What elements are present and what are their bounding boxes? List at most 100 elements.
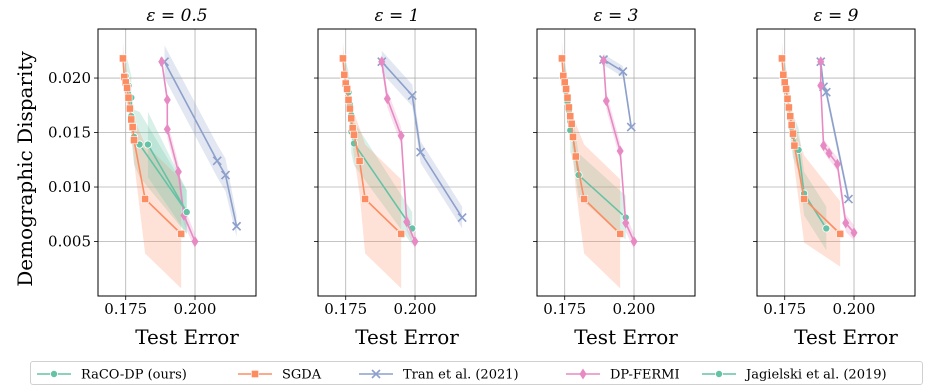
data-point [232,221,242,231]
legend-label: RaCO-DP (ours) [81,368,187,383]
legend-label: Jagielski et al. (2019) [744,368,887,383]
y-tick-label: 0.010 [48,178,91,196]
series-line [147,144,188,213]
data-point [842,217,850,229]
data-point [415,147,426,157]
data-point [564,103,573,112]
data-point [820,140,828,152]
data-point [558,54,566,63]
data-point [119,54,127,63]
data-point [602,95,610,107]
legend-item: Jagielski et al. (2019) [702,368,887,383]
data-point [220,170,231,180]
data-point [563,93,572,102]
data-point [616,145,624,157]
confidence-band [342,42,402,289]
data-point [125,104,134,113]
data-point [340,70,349,79]
data-point [163,94,171,106]
confidence-band [561,42,621,289]
x-tick-label: 0.200 [833,300,876,318]
series-line [819,61,850,200]
data-point [397,130,405,142]
data-point [339,54,347,63]
data-point [378,56,386,68]
confidence-band [345,61,413,245]
data-point [850,227,858,239]
y-axis-title: Demographic Disparity [13,51,37,287]
data-point [784,103,793,112]
data-point [158,56,166,68]
confidence-band [564,61,626,240]
data-point [825,147,833,159]
x-tick-label: 0.175 [104,300,147,318]
data-point [163,123,171,135]
data-point [566,112,575,121]
data-point [836,229,845,238]
data-point [618,66,628,77]
data-point [127,115,136,124]
legend-svg: RaCO-DP (ours) SGDA Tran et al. (2021) DP-F… [37,368,887,383]
data-point [350,130,358,139]
panel-frame [536,28,696,297]
legend-item: Tran et al. (2021) [359,368,519,383]
data-point [143,140,152,149]
data-point [780,78,789,87]
data-point [124,93,133,102]
data-point [567,119,576,128]
legend-marker [251,370,259,378]
legend: RaCO-DP (ours) SGDA Tran et al. (2021) DP-F… [30,361,923,385]
data-point [560,78,569,87]
data-point [800,195,809,203]
data-point [174,166,182,178]
data-point [833,158,841,170]
y-tick-label: 0.015 [48,124,91,142]
data-point [821,87,831,97]
data-point [347,114,356,123]
data-point [580,195,589,203]
legend-marker [371,369,381,379]
data-point [457,212,467,223]
data-point [123,83,132,92]
data-point [630,236,638,248]
series-line [160,61,196,242]
data-point [141,195,150,203]
y-tick-label: 0.020 [48,69,91,87]
panel-4: ε = 9 0.175 0.200 Test Error [753,6,916,349]
confidence-band [147,111,187,234]
data-point [787,121,796,129]
legend-marker [49,369,58,378]
legend-item: RaCO-DP (ours) [37,368,187,383]
confidence-band [781,42,841,267]
data-point [600,55,608,67]
data-point [344,95,353,104]
legend-item: SGDA [238,368,322,383]
data-point [559,71,568,80]
legend-label: Tran et al. (2021) [403,368,519,383]
x-tick-label: 0.200 [174,300,217,318]
data-point [626,122,636,132]
x-tick-label: 0.175 [543,300,586,318]
data-point [778,54,786,63]
data-point [616,229,625,238]
data-point [345,104,354,113]
data-point [411,236,419,248]
panel-1: ε = 0.5 0.175 0.200 0.005 0.010 0.015 0.020 Tes… [48,6,257,349]
data-point [789,129,797,138]
confidence-band [784,60,827,251]
panel-frame [317,28,477,297]
data-point [817,56,825,68]
confidence-band [820,55,855,241]
data-point [343,85,352,93]
data-point [355,156,364,165]
data-point [786,112,795,121]
confidence-band [164,45,237,238]
data-point [790,141,799,150]
data-point [128,123,137,131]
x-tick-label: 0.200 [394,300,437,318]
data-point [182,208,191,217]
confidence-band [381,55,416,250]
x-axis-title: Test Error [574,325,678,349]
legend-item: DP-FERMI [566,368,680,383]
